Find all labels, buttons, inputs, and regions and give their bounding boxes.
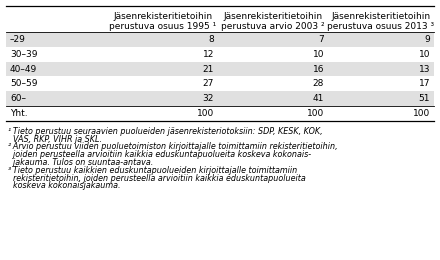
Text: koskeva kokonaisjakauma.: koskeva kokonaisjakauma. [8, 181, 121, 190]
Text: Jäsenrekisteritietoihin: Jäsenrekisteritietoihin [114, 12, 213, 21]
Text: 30–39: 30–39 [10, 50, 37, 59]
Bar [6, 47, 434, 62]
Text: 100: 100 [307, 109, 324, 118]
Text: 16: 16 [312, 64, 324, 74]
Text: 27: 27 [203, 79, 214, 88]
Text: Jäsenrekisteritietoihin: Jäsenrekisteritietoihin [331, 12, 431, 21]
Text: 40–49: 40–49 [10, 64, 37, 74]
Text: 100: 100 [413, 109, 430, 118]
Text: 60–: 60– [10, 94, 26, 103]
Bar [6, 6, 434, 32]
Text: Jäsenrekisteritietoihin: Jäsenrekisteritietoihin [224, 12, 323, 21]
Text: 21: 21 [203, 64, 214, 74]
Text: ³ Tieto perustuu kaikkien eduskuntapuolueiden kirjoittajalle toimittamiin: ³ Tieto perustuu kaikkien eduskuntapuolu… [8, 166, 297, 175]
Bar [6, 62, 434, 76]
Text: perustuva osuus 2013 ³: perustuva osuus 2013 ³ [327, 22, 435, 31]
Text: 32: 32 [203, 94, 214, 103]
Text: Yht.: Yht. [10, 109, 28, 118]
Text: ² Arvio perustuu viiden puoluetoimiston kirjoittajalle toimittamiin rekisteritie: ² Arvio perustuu viiden puoluetoimiston … [8, 142, 337, 151]
Text: jakauma. Tulos on suuntaa-antava.: jakauma. Tulos on suuntaa-antava. [8, 158, 153, 167]
Text: 12: 12 [203, 50, 214, 59]
Text: 50–59: 50–59 [10, 79, 37, 88]
Text: VAS, RKP, VIHR ja SKL.: VAS, RKP, VIHR ja SKL. [8, 135, 102, 144]
Text: ¹ Tieto perustuu seuraavien puolueiden jäsenrekisteriotoksiin: SDP, KESK, KOK,: ¹ Tieto perustuu seuraavien puolueiden j… [8, 127, 323, 136]
Text: 9: 9 [424, 35, 430, 44]
Text: 8: 8 [208, 35, 214, 44]
Text: 13: 13 [418, 64, 430, 74]
Text: 28: 28 [313, 79, 324, 88]
Text: 51: 51 [418, 94, 430, 103]
Text: perustuva arvio 2003 ²: perustuva arvio 2003 ² [221, 22, 325, 31]
Text: –29: –29 [10, 35, 26, 44]
Text: 17: 17 [418, 79, 430, 88]
Text: joiden perusteella arvioitiin kaikkia eduskuntapuolueita koskeva kokonais-: joiden perusteella arvioitiin kaikkia ed… [8, 150, 311, 159]
Text: 10: 10 [418, 50, 430, 59]
Text: 10: 10 [312, 50, 324, 59]
Text: perustuva osuus 1995 ¹: perustuva osuus 1995 ¹ [110, 22, 216, 31]
Text: 100: 100 [197, 109, 214, 118]
Bar [6, 32, 434, 47]
Bar [6, 76, 434, 91]
Text: 41: 41 [313, 94, 324, 103]
Text: 7: 7 [318, 35, 324, 44]
Bar [6, 106, 434, 121]
Text: rekisteritietoihin, joiden perusteella arvioitiin kaikkia eduskuntapuolueita: rekisteritietoihin, joiden perusteella a… [8, 174, 306, 183]
Bar [6, 91, 434, 106]
